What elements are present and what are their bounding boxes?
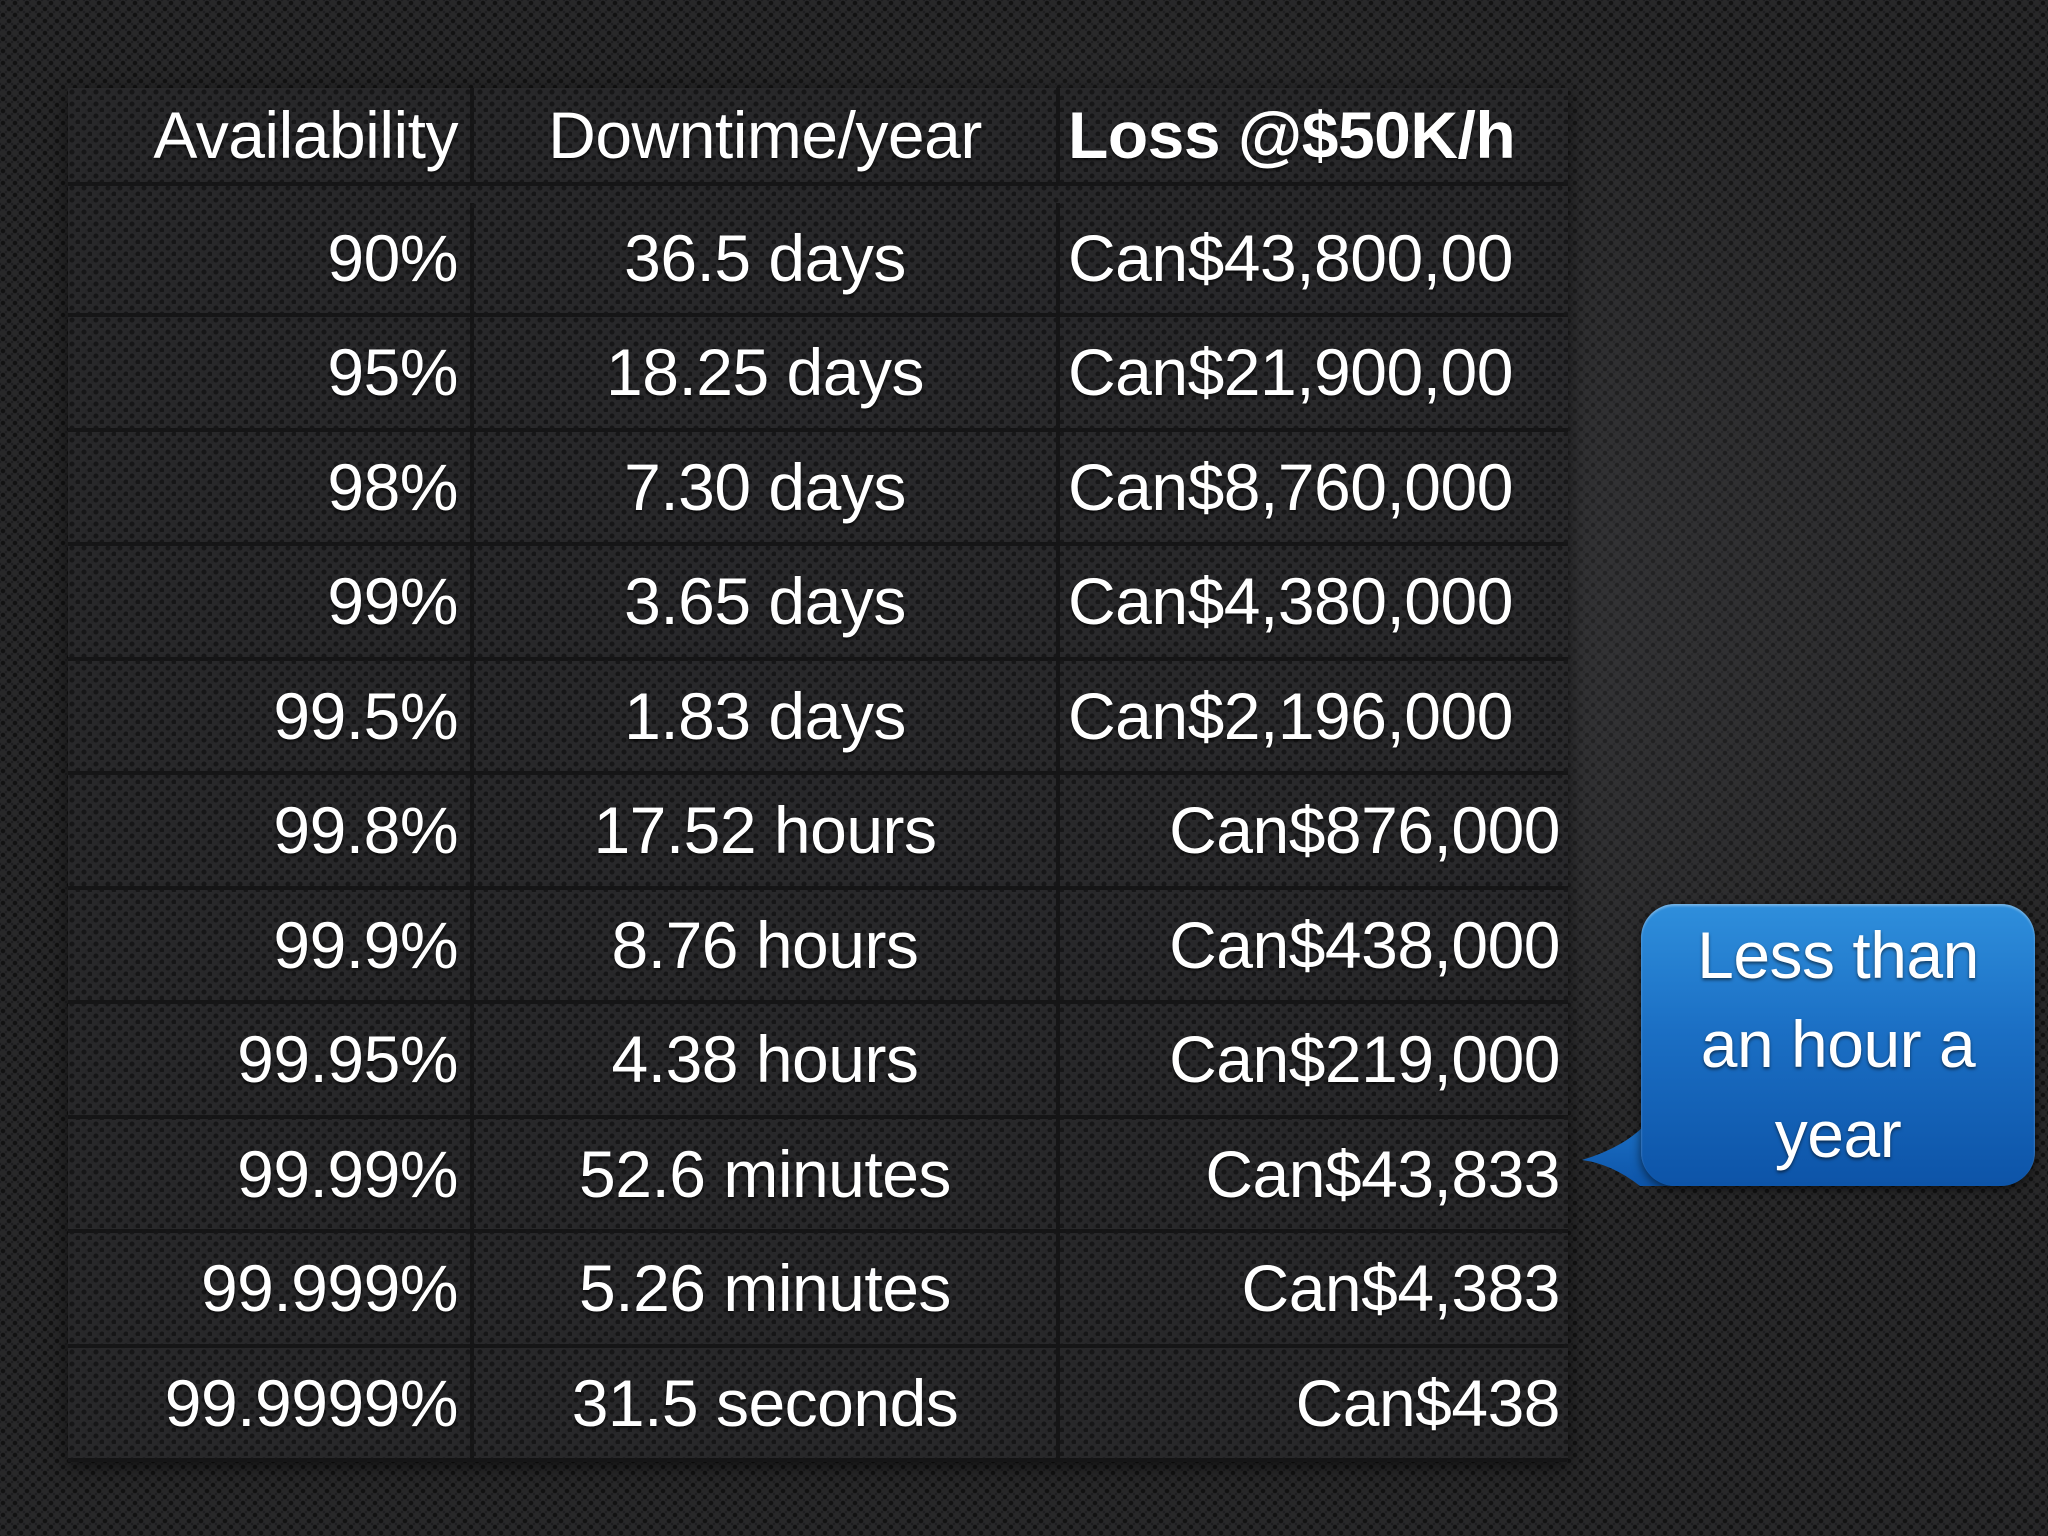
loss-cell: Can$43,833 — [1060, 1119, 1568, 1233]
loss-cell: Can$2,196,000 — [1060, 661, 1568, 775]
availability-cell: 99.8% — [68, 775, 474, 890]
downtime-cell: 7.30 days — [474, 431, 1060, 546]
downtime-cell: 1.83 days — [474, 660, 1060, 775]
availability-cell: 99.99% — [68, 1118, 474, 1233]
downtime-cell: 31.5 seconds — [474, 1347, 1060, 1462]
downtime-cell: 8.76 hours — [474, 889, 1060, 1004]
availability-cell: 99.999% — [68, 1233, 474, 1348]
availability-cell: 99.95% — [68, 1004, 474, 1119]
loss-cell: Can$4,380,000 — [1060, 546, 1568, 661]
header-downtime: Downtime/year — [474, 88, 1060, 186]
loss-cell: Can$876,000 — [1060, 775, 1568, 890]
loss-cell: Can$21,900,00 — [1060, 317, 1568, 432]
availability-cell: 99.9999% — [68, 1347, 474, 1462]
availability-cell: 99% — [68, 546, 474, 661]
downtime-cell: 18.25 days — [474, 317, 1060, 432]
downtime-cell: 52.6 minutes — [474, 1118, 1060, 1233]
loss-cell: Can$438 — [1060, 1348, 1568, 1462]
loss-cell: Can$4,383 — [1060, 1233, 1568, 1348]
loss-cell: Can$219,000 — [1060, 1004, 1568, 1119]
downtime-cell: 5.26 minutes — [474, 1233, 1060, 1348]
availability-cell: 99.5% — [68, 660, 474, 775]
header-availability: Availability — [68, 88, 474, 186]
availability-table: Availability Downtime/year Loss @$50K/h … — [68, 88, 1568, 1462]
availability-cell: 95% — [68, 317, 474, 432]
downtime-cell: 3.65 days — [474, 546, 1060, 661]
downtime-cell: 4.38 hours — [474, 1004, 1060, 1119]
callout-bubble: Less than an hour a year — [1641, 904, 2035, 1186]
availability-cell: 98% — [68, 431, 474, 546]
downtime-cell: 17.52 hours — [474, 775, 1060, 890]
loss-cell: Can$43,800,00 — [1060, 203, 1568, 317]
callout-text: Less than an hour a year — [1697, 918, 1979, 1171]
downtime-cell: 36.5 days — [474, 202, 1060, 317]
availability-cell: 99.9% — [68, 889, 474, 1004]
loss-cell: Can$438,000 — [1060, 890, 1568, 1004]
loss-cell: Can$8,760,000 — [1060, 432, 1568, 546]
header-loss: Loss @$50K/h — [1060, 88, 1568, 186]
availability-cell: 90% — [68, 202, 474, 317]
